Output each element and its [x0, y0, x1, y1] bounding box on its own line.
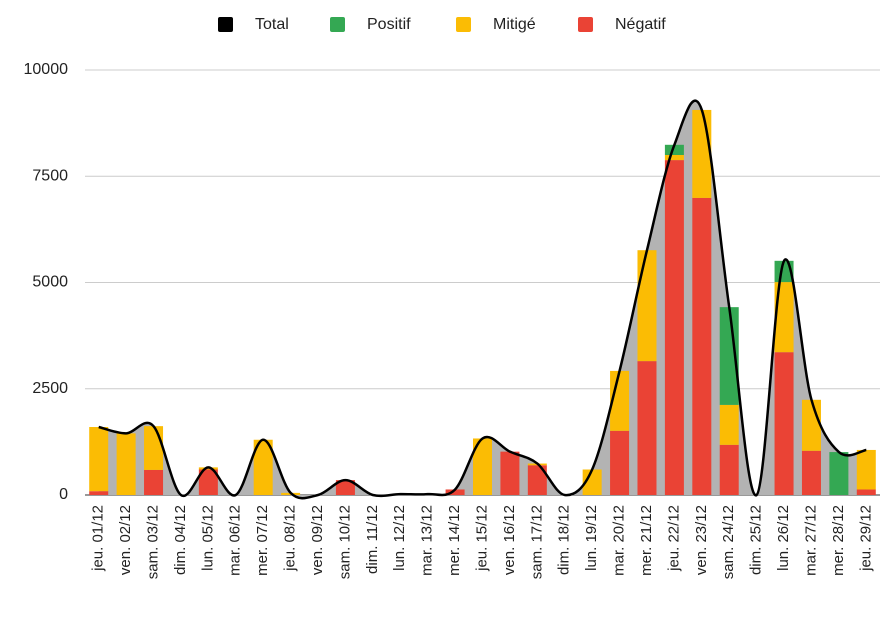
- bar-segment: [637, 361, 657, 495]
- x-tick-label: mer. 07/12: [254, 505, 271, 576]
- x-tick-label: jeu. 22/12: [665, 505, 682, 572]
- x-tick-label: ven. 09/12: [309, 505, 326, 575]
- x-tick-label: ven. 16/12: [501, 505, 518, 575]
- x-tick-label: sam. 10/12: [336, 505, 353, 579]
- x-tick-label: sam. 17/12: [528, 505, 545, 579]
- bar-segment: [637, 250, 657, 362]
- x-tick-label: jeu. 08/12: [282, 505, 299, 572]
- legend-swatch: [456, 17, 471, 32]
- bar-segment: [774, 352, 794, 495]
- bar-segment: [829, 452, 849, 495]
- bar-segment: [719, 444, 739, 495]
- y-tick-label: 0: [59, 486, 68, 503]
- bar-segment: [582, 469, 602, 495]
- x-tick-label: mar. 06/12: [227, 505, 244, 576]
- legend-label: Total: [255, 16, 289, 33]
- y-tick-label: 5000: [32, 274, 68, 291]
- bar-segment: [445, 489, 465, 495]
- legend-swatch: [330, 17, 345, 32]
- bar-segment: [89, 427, 109, 492]
- y-tick-label: 7500: [32, 167, 68, 184]
- x-tick-label: mer. 28/12: [830, 505, 847, 576]
- legend-label: Négatif: [615, 16, 666, 33]
- x-tick-label: dim. 18/12: [556, 505, 573, 575]
- bar-segment: [335, 480, 355, 495]
- bar-segment: [856, 489, 876, 495]
- bar-segment: [527, 465, 547, 495]
- bar-segment: [610, 430, 630, 495]
- x-tick-label: lun. 26/12: [775, 505, 792, 571]
- bar-segment: [198, 469, 218, 495]
- bar-segment: [664, 144, 684, 155]
- x-tick-label: ven. 23/12: [693, 505, 710, 575]
- bar-segment: [692, 109, 712, 198]
- x-tick-label: lun. 05/12: [199, 505, 216, 571]
- bar-segment: [144, 469, 164, 495]
- bar-segment: [253, 439, 273, 495]
- legend-label: Positif: [367, 16, 411, 33]
- bar-segment: [473, 438, 492, 495]
- legend-swatch: [218, 17, 233, 32]
- x-tick-label: mar. 13/12: [419, 505, 436, 576]
- bar-segment: [774, 282, 794, 353]
- bar-segment: [801, 399, 821, 451]
- bar-segment: [89, 491, 109, 495]
- x-tick-label: lun. 19/12: [583, 505, 600, 571]
- x-tick-label: lun. 12/12: [391, 505, 408, 571]
- bar-segment: [719, 307, 739, 405]
- x-tick-label: dim. 25/12: [748, 505, 765, 575]
- bar-segment: [116, 433, 136, 495]
- y-tick-label: 2500: [32, 380, 68, 397]
- x-tick-label: mer. 21/12: [638, 505, 655, 576]
- x-tick-label: mar. 27/12: [802, 505, 819, 576]
- bar-segment: [664, 160, 684, 495]
- legend-swatch: [578, 17, 593, 32]
- x-tick-label: ven. 02/12: [117, 505, 134, 575]
- bar-segment: [664, 155, 684, 161]
- legend-label: Mitigé: [493, 16, 536, 33]
- total-line: [98, 99, 867, 500]
- bar-segment: [144, 426, 164, 470]
- x-tick-label: sam. 24/12: [720, 505, 737, 579]
- x-tick-label: jeu. 01/12: [90, 505, 107, 572]
- x-tick-label: jeu. 29/12: [857, 505, 874, 572]
- bar-segment: [719, 404, 739, 445]
- x-tick-label: sam. 03/12: [145, 505, 162, 579]
- x-tick-label: jeu. 15/12: [473, 505, 490, 572]
- bar-segment: [801, 450, 821, 495]
- x-tick-label: dim. 11/12: [364, 505, 381, 574]
- x-tick-label: mar. 20/12: [611, 505, 628, 576]
- x-tick-label: dim. 04/12: [172, 505, 189, 575]
- bar-segment: [856, 449, 876, 490]
- bar-segment: [692, 197, 712, 496]
- x-tick-label: mer. 14/12: [446, 505, 463, 576]
- bar-segment: [500, 451, 520, 495]
- y-tick-label: 10000: [24, 61, 69, 78]
